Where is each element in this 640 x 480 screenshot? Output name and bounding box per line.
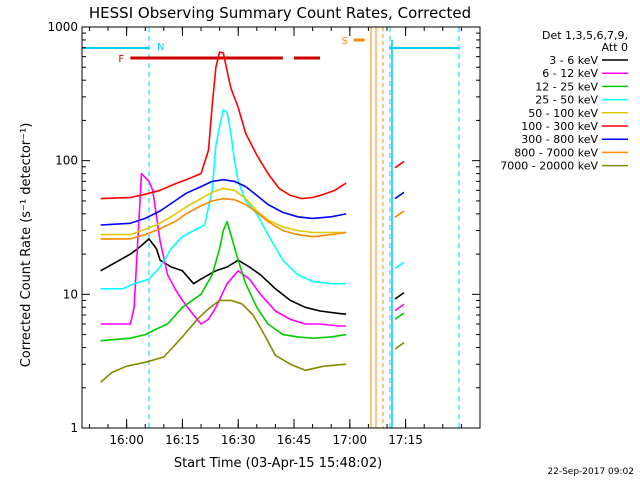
series-line	[100, 51, 347, 200]
series-line-segment	[394, 303, 405, 312]
series-line-segment	[394, 312, 405, 320]
legend-label: 100 - 300 keV	[521, 120, 598, 133]
timestamp: 22-Sep-2017 09:02	[547, 467, 634, 477]
legend-label: 800 - 7000 keV	[514, 146, 598, 159]
series-line	[100, 299, 347, 383]
legend-label: 25 - 50 keV	[535, 94, 598, 107]
legend-label: 3 - 6 keV	[549, 54, 598, 67]
x-tick-label: 16:15	[165, 433, 200, 447]
series-line-segment	[394, 160, 405, 169]
series-line-segment	[394, 210, 405, 218]
flare-bar-label: S	[342, 36, 348, 47]
plot-frame	[81, 26, 481, 429]
legend-header-1: Det 1,3,5,6,7,9,	[542, 29, 628, 42]
series-line	[100, 109, 347, 290]
x-tick-label: 16:45	[277, 433, 312, 447]
series-line-segment	[394, 261, 405, 270]
y-tick-label: 10	[63, 287, 78, 301]
series-line	[100, 197, 347, 240]
x-axis-label: Start Time (03-Apr-15 15:48:02)	[174, 456, 382, 471]
legend-label: 300 - 800 keV	[521, 133, 598, 146]
axes: 1 10 100 1000 16:00 16:15 16:30 16:45 17:00 17:15	[47, 20, 481, 447]
legend-label: 12 - 25 keV	[535, 80, 598, 93]
night-label: N	[157, 42, 164, 53]
series-line	[100, 220, 347, 342]
series-line-segment	[394, 191, 405, 200]
y-tick-label: 1000	[47, 20, 78, 34]
legend-label: 6 - 12 keV	[542, 67, 598, 80]
x-tick-label: 17:15	[388, 433, 423, 447]
series-line	[100, 187, 347, 236]
y-tick-label: 100	[55, 154, 78, 168]
y-tick-label: 1	[70, 421, 78, 435]
legend-label: 50 - 100 keV	[528, 107, 598, 120]
series-line	[100, 178, 347, 226]
x-tick-label: 17:00	[333, 433, 368, 447]
flare-bar-label: F	[118, 54, 124, 65]
chart-title: HESSI Observing Summary Count Rates, Cor…	[89, 4, 471, 22]
x-tick-label: 16:00	[109, 433, 144, 447]
series-line-segment	[394, 291, 405, 300]
series-line	[100, 172, 347, 327]
y-axis-label: Corrected Count Rate (s⁻¹ detector⁻¹)	[19, 123, 34, 368]
plot-area: N F S	[82, 27, 460, 428]
series-line-segment	[394, 342, 405, 350]
legend-label: 7000 - 20000 keV	[500, 160, 598, 173]
legend-header-2: Att 0	[602, 41, 628, 54]
x-tick-label: 16:30	[221, 433, 256, 447]
